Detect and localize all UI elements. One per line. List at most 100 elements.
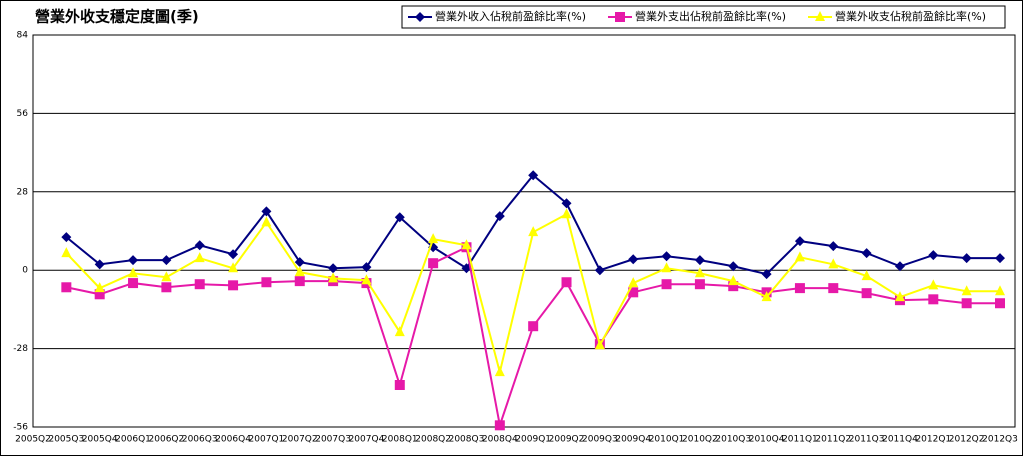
marker — [661, 251, 672, 262]
marker — [794, 283, 805, 294]
marker — [628, 277, 639, 288]
marker — [961, 253, 972, 264]
x-tick-label: 2010Q2 — [682, 435, 718, 445]
marker — [561, 277, 572, 288]
legend-box — [401, 5, 1006, 29]
marker — [394, 212, 405, 223]
marker — [294, 266, 305, 277]
marker — [94, 282, 105, 293]
marker — [861, 270, 872, 281]
chart-title: 營業外收支穩定度圖(季) — [35, 8, 199, 26]
legend-label: 營業外支出佔稅前盈餘比率(%) — [635, 9, 786, 23]
marker — [494, 211, 505, 222]
x-tick-label: 2008Q1 — [382, 435, 418, 445]
marker — [628, 254, 639, 265]
marker — [995, 298, 1005, 309]
marker — [828, 258, 839, 269]
marker — [294, 257, 305, 268]
marker — [128, 278, 139, 289]
marker — [894, 261, 905, 272]
x-tick-label: 2011Q4 — [882, 435, 918, 445]
y-tick-label: -56 — [13, 423, 28, 433]
marker — [894, 291, 905, 302]
x-tick-label: 2012Q1 — [915, 435, 951, 445]
marker — [61, 232, 72, 243]
marker — [461, 239, 472, 250]
marker — [694, 255, 705, 266]
x-tick-label: 2011Q1 — [782, 435, 818, 445]
x-tick-label: 2010Q1 — [649, 435, 685, 445]
marker — [728, 261, 739, 272]
legend-label: 營業外收支佔稅前盈餘比率(%) — [835, 9, 986, 23]
marker — [261, 277, 272, 288]
legend-marker — [815, 11, 825, 21]
marker — [594, 339, 605, 350]
marker — [328, 263, 339, 274]
x-tick-label: 2006Q2 — [149, 435, 185, 445]
x-tick-label: 2007Q3 — [315, 435, 351, 445]
y-tick-label: -28 — [13, 344, 28, 354]
marker — [794, 236, 805, 247]
marker — [328, 272, 339, 283]
marker — [394, 326, 405, 337]
marker — [561, 198, 572, 209]
marker — [961, 298, 972, 309]
marker — [194, 279, 205, 290]
marker — [228, 262, 239, 273]
marker — [428, 233, 439, 244]
marker — [528, 226, 539, 237]
y-tick-label: 84 — [17, 31, 29, 41]
x-tick-label: 2012Q3 — [982, 435, 1018, 445]
marker — [594, 265, 605, 276]
marker — [428, 258, 439, 269]
marker — [194, 240, 205, 251]
x-tick-label: 2006Q3 — [182, 435, 218, 445]
x-tick-label: 2005Q2 — [15, 435, 51, 445]
marker — [494, 420, 505, 431]
marker — [61, 282, 72, 293]
marker — [961, 285, 972, 296]
marker — [928, 250, 939, 261]
marker — [561, 208, 572, 219]
marker — [861, 248, 872, 259]
x-tick-label: 2005Q4 — [82, 435, 118, 445]
marker — [928, 294, 939, 305]
y-tick-label: 0 — [22, 266, 28, 276]
marker — [361, 274, 372, 285]
x-tick-label: 2009Q2 — [549, 435, 585, 445]
marker — [694, 267, 705, 278]
marker — [528, 321, 539, 332]
marker — [694, 279, 705, 290]
y-tick-label: 28 — [17, 187, 29, 197]
x-tick-label: 2008Q4 — [482, 435, 518, 445]
marker — [261, 216, 272, 227]
legend-label: 營業外收入佔稅前盈餘比率(%) — [435, 9, 586, 23]
x-tick-label: 2011Q3 — [849, 435, 885, 445]
x-tick-label: 2008Q2 — [415, 435, 451, 445]
marker — [995, 253, 1005, 264]
marker — [928, 279, 939, 290]
marker — [828, 283, 839, 294]
marker — [494, 366, 505, 377]
x-tick-label: 2005Q3 — [48, 435, 84, 445]
marker — [161, 255, 172, 266]
marker — [761, 269, 772, 280]
x-tick-label: 2009Q4 — [615, 435, 651, 445]
x-tick-label: 2010Q4 — [749, 435, 785, 445]
marker — [228, 280, 239, 291]
x-tick-label: 2007Q4 — [349, 435, 385, 445]
legend-marker — [415, 12, 425, 22]
x-tick-label: 2007Q2 — [282, 435, 318, 445]
marker — [394, 380, 405, 390]
marker — [161, 271, 172, 282]
marker — [261, 206, 272, 217]
marker — [361, 262, 372, 273]
y-tick-label: 56 — [17, 109, 29, 119]
x-tick-label: 2012Q2 — [949, 435, 985, 445]
marker — [128, 255, 139, 266]
x-tick-label: 2009Q1 — [515, 435, 551, 445]
marker — [528, 170, 539, 181]
marker — [728, 275, 739, 286]
marker — [861, 288, 872, 299]
